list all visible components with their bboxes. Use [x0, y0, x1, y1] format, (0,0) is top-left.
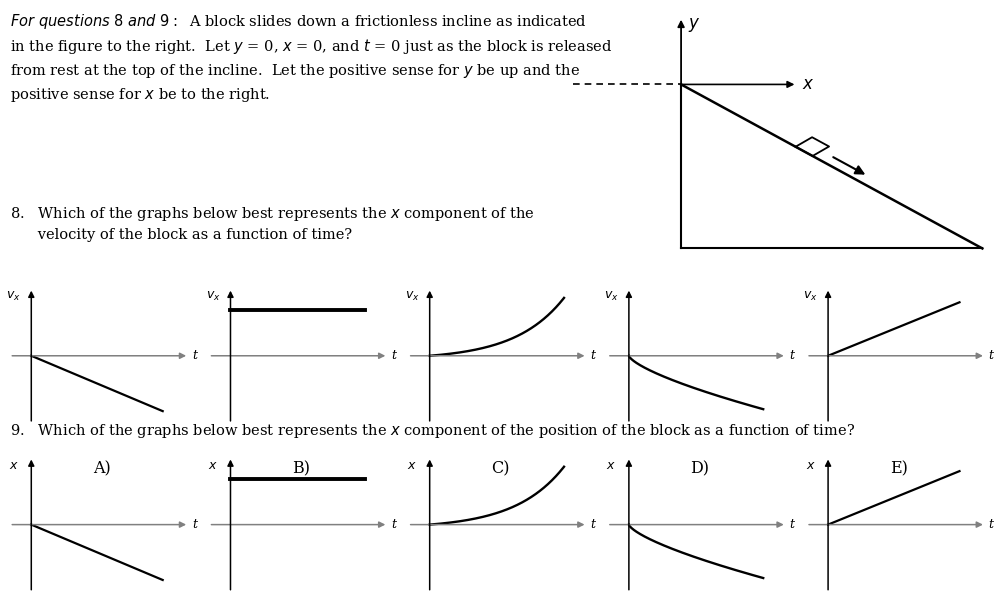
Text: t: t: [391, 518, 396, 531]
Text: D): D): [691, 460, 709, 477]
Text: $x$: $x$: [208, 458, 218, 472]
Text: $x$: $x$: [802, 75, 814, 93]
Text: $v_x$: $v_x$: [6, 289, 21, 303]
Text: A): A): [93, 460, 111, 477]
Text: t: t: [591, 518, 596, 531]
Text: t: t: [192, 349, 197, 362]
Text: $x$: $x$: [806, 458, 816, 472]
Text: $v_x$: $v_x$: [205, 289, 220, 303]
Text: $v_x$: $v_x$: [803, 289, 818, 303]
Text: C): C): [491, 460, 510, 477]
Text: t: t: [192, 518, 197, 531]
Text: $v_x$: $v_x$: [404, 289, 419, 303]
Text: t: t: [989, 518, 994, 531]
Text: t: t: [591, 349, 596, 362]
Text: t: t: [790, 518, 795, 531]
Text: $y$: $y$: [688, 16, 700, 34]
Text: B): B): [292, 460, 310, 477]
Text: $\it{For\ questions\ 8\ and\ 9:}$  A block slides down a frictionless incline as: $\it{For\ questions\ 8\ and\ 9:}$ A bloc…: [10, 12, 613, 104]
Text: 8.   Which of the graphs below best represents the $x$ component of the
      ve: 8. Which of the graphs below best repres…: [10, 205, 535, 242]
Text: t: t: [989, 349, 994, 362]
Text: t: t: [391, 349, 396, 362]
Text: $x$: $x$: [607, 458, 617, 472]
Text: 9.   Which of the graphs below best represents the $x$ component of the position: 9. Which of the graphs below best repres…: [10, 422, 855, 440]
Text: $x$: $x$: [407, 458, 417, 472]
Text: $x$: $x$: [9, 458, 19, 472]
Text: $v_x$: $v_x$: [604, 289, 619, 303]
Text: E): E): [890, 460, 908, 477]
Text: t: t: [790, 349, 795, 362]
